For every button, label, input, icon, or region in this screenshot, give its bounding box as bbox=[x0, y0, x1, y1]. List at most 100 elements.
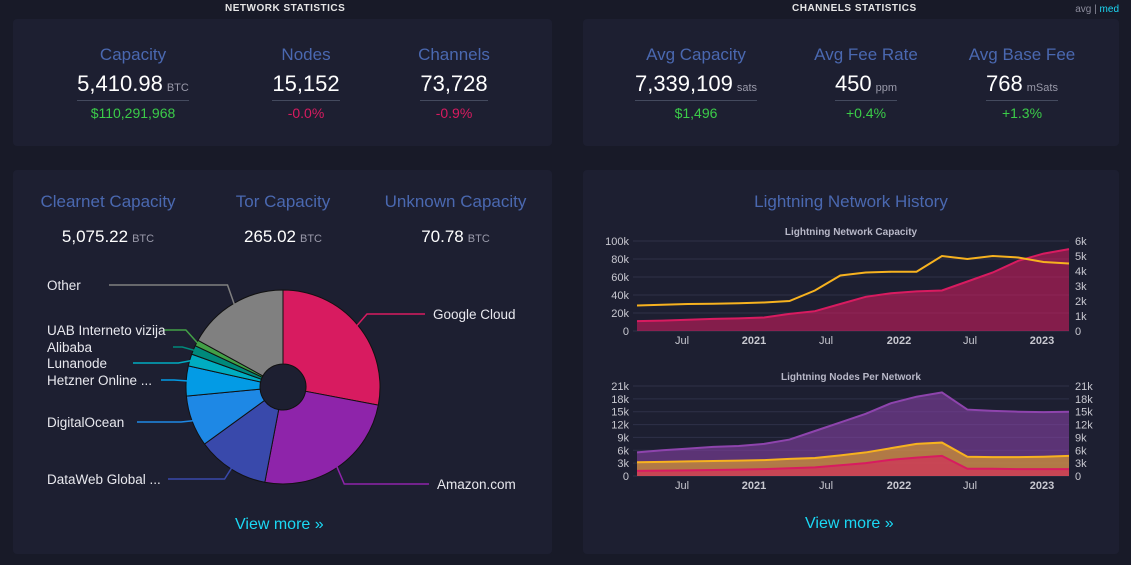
stat-value: 7,339,109 sats bbox=[634, 71, 758, 101]
y-tick-right: 21k bbox=[1075, 381, 1093, 393]
stat-change: +0.4% bbox=[845, 105, 887, 121]
capacity-panel: Clearnet Capacity Tor Capacity Unknown C… bbox=[13, 170, 552, 554]
med-option[interactable]: med bbox=[1099, 4, 1119, 15]
stat-nodes: Nodes 15,152 -0.0% bbox=[253, 45, 359, 121]
stat-label: Avg Base Fee bbox=[968, 45, 1076, 64]
x-tick: 2021 bbox=[742, 480, 766, 492]
stat-label: Avg Capacity bbox=[646, 45, 746, 64]
unknown-capacity-label: Unknown Capacity bbox=[384, 192, 527, 211]
clearnet-capacity-label: Clearnet Capacity bbox=[40, 192, 176, 211]
y-tick-right: 12k bbox=[1075, 420, 1093, 432]
pie-label: DigitalOcean bbox=[47, 415, 124, 430]
y-tick-right: 1k bbox=[1075, 311, 1087, 323]
x-tick: Jul bbox=[675, 335, 689, 347]
pie-label: Alibaba bbox=[47, 340, 93, 355]
series-area bbox=[637, 455, 1069, 476]
pie-leader-line bbox=[168, 466, 233, 480]
pie-label: Google Cloud bbox=[433, 307, 516, 322]
x-tick: 2022 bbox=[887, 480, 911, 492]
stat-fiat: $110,291,968 bbox=[90, 105, 176, 121]
y-tick-right: 15k bbox=[1075, 407, 1093, 419]
stat-label: Nodes bbox=[281, 45, 331, 64]
stat-avg-base-fee: Avg Base Fee 768 mSats +1.3% bbox=[959, 45, 1085, 121]
unknown-capacity-value: 70.78 BTC bbox=[421, 227, 490, 246]
history-title: Lightning Network History bbox=[754, 192, 948, 211]
network-stats-title: NETWORK STATISTICS bbox=[225, 3, 346, 14]
y-tick-left: 0 bbox=[623, 326, 629, 338]
view-more-history-link[interactable]: View more » bbox=[805, 515, 894, 532]
pie-leader-line bbox=[163, 329, 199, 345]
y-tick-left: 60k bbox=[611, 272, 629, 284]
pie-slice-other[interactable] bbox=[197, 289, 284, 377]
x-tick: Jul bbox=[819, 480, 833, 492]
stat-fiat: $1,496 bbox=[674, 105, 718, 121]
stat-value: 450 ppm bbox=[834, 71, 898, 101]
x-tick: 2023 bbox=[1030, 480, 1054, 492]
x-tick: 2022 bbox=[887, 335, 911, 347]
series-area bbox=[637, 249, 1069, 331]
pie-slice-google-cloud[interactable] bbox=[282, 289, 381, 406]
pie-leader-line bbox=[335, 465, 429, 485]
y-tick-right: 0 bbox=[1075, 326, 1081, 338]
pie-leader-line bbox=[161, 379, 189, 382]
stat-change: -0.9% bbox=[435, 105, 473, 121]
x-tick: Jul bbox=[963, 480, 977, 492]
nodes-per-network-chart: Lightning Nodes Per Network21k18k15k12k9… bbox=[611, 372, 1093, 492]
pie-label: Lunanode bbox=[47, 356, 107, 371]
y-tick-right: 2k bbox=[1075, 296, 1087, 308]
y-tick-left: 21k bbox=[611, 381, 629, 393]
pie-leader-line bbox=[137, 419, 195, 423]
avg-option[interactable]: avg bbox=[1075, 4, 1092, 15]
stat-change: -0.0% bbox=[287, 105, 325, 121]
y-tick-right: 3k bbox=[1075, 458, 1087, 470]
stat-label: Capacity bbox=[99, 45, 167, 64]
series-line bbox=[636, 441, 1070, 464]
x-tick: Jul bbox=[819, 335, 833, 347]
y-tick-right: 5k bbox=[1075, 251, 1087, 263]
stat-channels: Channels 73,728 -0.9% bbox=[404, 45, 504, 121]
pie-slice-amazon-com[interactable] bbox=[264, 390, 379, 485]
y-tick-right: 18k bbox=[1075, 394, 1093, 406]
series-line bbox=[636, 248, 1070, 323]
y-tick-right: 6k bbox=[1075, 236, 1087, 248]
stat-value: 768 mSats bbox=[986, 71, 1058, 101]
series-line bbox=[636, 254, 1070, 307]
stat-avg-capacity: Avg Capacity 7,339,109 sats $1,496 bbox=[621, 45, 771, 121]
chart-title: Lightning Nodes Per Network bbox=[781, 372, 921, 383]
y-tick-left: 6k bbox=[617, 445, 629, 457]
pie-label: DataWeb Global ... bbox=[47, 472, 161, 487]
stat-value: 73,728 bbox=[420, 71, 488, 101]
pie-leader-line bbox=[109, 284, 236, 306]
stat-value: 5,410.98 BTC bbox=[77, 71, 189, 101]
toggle-separator: | bbox=[1094, 4, 1097, 15]
clearnet-capacity-value: 5,075.22 BTC bbox=[61, 227, 155, 246]
tor-capacity-value: 265.02 BTC bbox=[244, 227, 322, 246]
history-panel: Lightning Network History Lightning Netw… bbox=[583, 170, 1119, 554]
y-tick-left: 40k bbox=[611, 290, 629, 302]
pie-leader-line bbox=[355, 313, 425, 327]
stat-capacity: Capacity 5,410.98 BTC $110,291,968 bbox=[73, 45, 193, 121]
network-stats-panel: Capacity 5,410.98 BTC $110,291,968 Nodes … bbox=[13, 19, 552, 146]
pie-label: UAB Interneto vizija bbox=[47, 323, 166, 338]
series-line bbox=[636, 454, 1069, 472]
x-tick: 2023 bbox=[1030, 335, 1054, 347]
view-more-isp-link[interactable]: View more » bbox=[235, 516, 324, 533]
y-tick-right: 9k bbox=[1075, 432, 1087, 444]
pie-label: Hetzner Online ... bbox=[47, 373, 152, 388]
stat-avg-fee-rate: Avg Fee Rate 450 ppm +0.4% bbox=[803, 45, 929, 121]
isp-pie-chart: Google Cloud Amazon.com DataWeb Global ...… bbox=[47, 278, 516, 492]
stat-label: Avg Fee Rate bbox=[814, 45, 918, 64]
y-tick-left: 80k bbox=[611, 254, 629, 266]
y-tick-right: 6k bbox=[1075, 445, 1087, 457]
x-tick: Jul bbox=[963, 335, 977, 347]
x-tick: Jul bbox=[675, 480, 689, 492]
y-tick-left: 0 bbox=[623, 471, 629, 483]
pie-leader-line bbox=[133, 359, 192, 364]
pie-label: Other bbox=[47, 278, 81, 293]
y-tick-left: 9k bbox=[617, 432, 629, 444]
y-tick-left: 18k bbox=[611, 394, 629, 406]
pie-label: Amazon.com bbox=[437, 477, 516, 492]
series-line bbox=[636, 391, 1070, 454]
y-tick-right: 4k bbox=[1075, 266, 1087, 278]
y-tick-left: 20k bbox=[611, 308, 629, 320]
